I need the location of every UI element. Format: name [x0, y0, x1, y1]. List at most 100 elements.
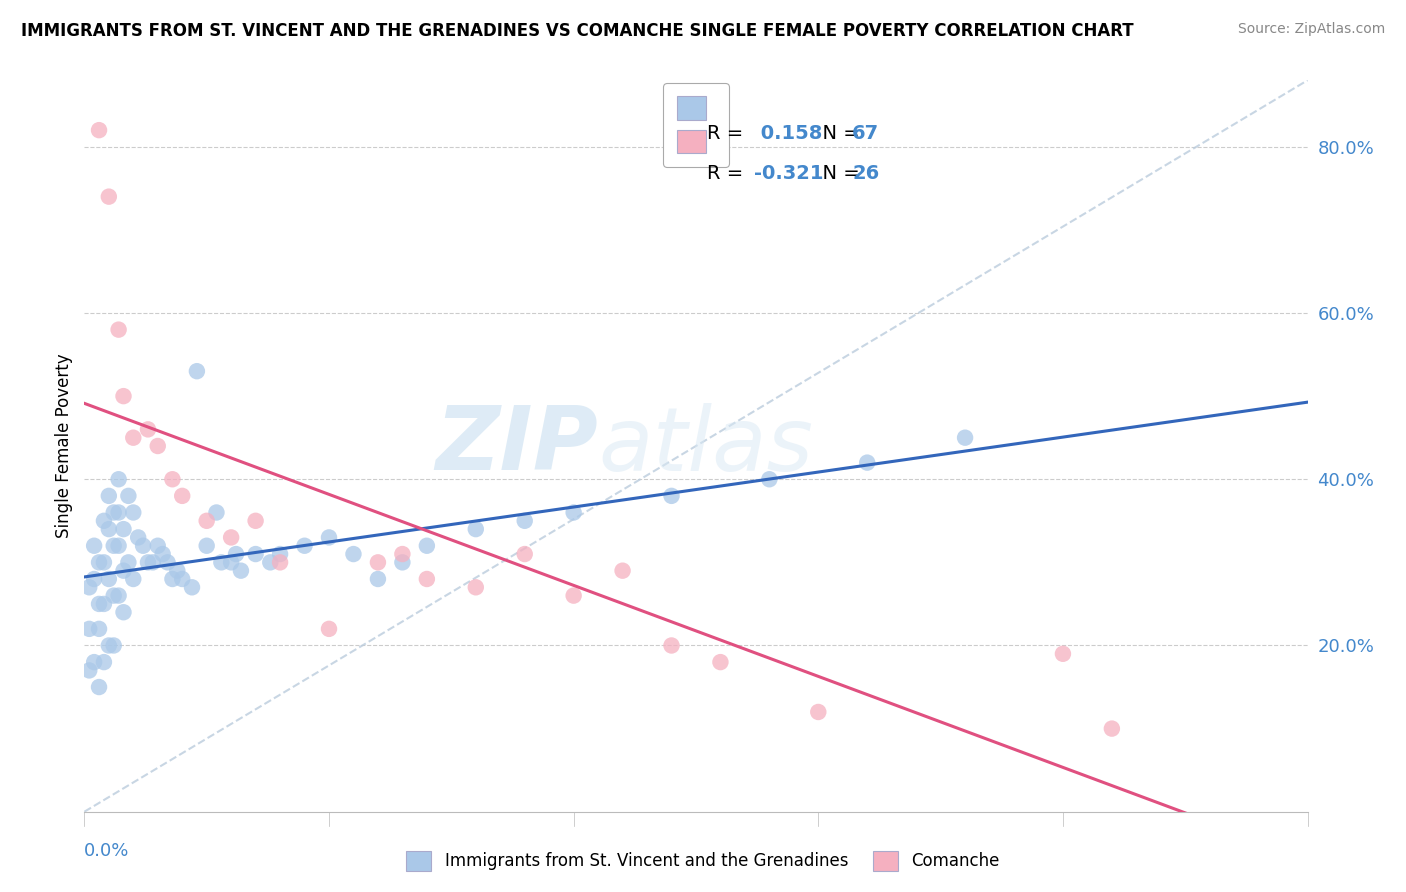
Point: [245, 547, 267, 561]
Point: [416, 572, 439, 586]
Point: [219, 530, 242, 544]
Point: [162, 572, 184, 586]
Point: [1101, 722, 1123, 736]
Point: [661, 639, 683, 653]
Text: N =: N =: [810, 164, 866, 183]
Point: [391, 547, 413, 561]
Point: [107, 539, 129, 553]
Text: 0.0%: 0.0%: [84, 842, 129, 860]
Point: [391, 555, 413, 569]
Point: [87, 123, 110, 137]
Point: [97, 189, 120, 203]
Point: [117, 555, 139, 569]
Point: [172, 572, 194, 586]
Point: [103, 506, 125, 520]
Point: [107, 589, 129, 603]
Point: [103, 589, 125, 603]
Point: [162, 472, 184, 486]
Point: [83, 572, 105, 586]
Point: [112, 522, 135, 536]
Text: Source: ZipAtlas.com: Source: ZipAtlas.com: [1237, 22, 1385, 37]
Point: [117, 489, 139, 503]
Point: [83, 539, 105, 553]
Point: [205, 506, 228, 520]
Point: [112, 389, 135, 403]
Point: [112, 605, 135, 619]
Point: [122, 431, 145, 445]
Point: [122, 572, 145, 586]
Point: [464, 580, 486, 594]
Point: [856, 456, 879, 470]
Point: [136, 555, 159, 569]
Y-axis label: Single Female Poverty: Single Female Poverty: [55, 354, 73, 538]
Point: [318, 622, 340, 636]
Point: [107, 472, 129, 486]
Point: [513, 514, 536, 528]
Point: [562, 506, 585, 520]
Point: [107, 323, 129, 337]
Point: [259, 555, 281, 569]
Text: atlas: atlas: [598, 403, 813, 489]
Point: [245, 514, 267, 528]
Text: 0.158: 0.158: [754, 124, 823, 143]
Text: ZIP: ZIP: [436, 402, 598, 490]
Point: [87, 597, 110, 611]
Point: [225, 547, 247, 561]
Text: N =: N =: [810, 124, 866, 143]
Point: [132, 539, 155, 553]
Point: [136, 422, 159, 436]
Point: [152, 547, 174, 561]
Point: [87, 555, 110, 569]
Point: [953, 431, 976, 445]
Text: R =: R =: [707, 164, 749, 183]
Point: [103, 539, 125, 553]
Point: [294, 539, 316, 553]
Point: [97, 522, 120, 536]
Point: [93, 597, 115, 611]
Point: [87, 622, 110, 636]
Point: [661, 489, 683, 503]
Point: [146, 539, 169, 553]
Point: [195, 539, 218, 553]
Point: [166, 564, 188, 578]
Point: [229, 564, 252, 578]
Point: [93, 514, 115, 528]
Point: [416, 539, 439, 553]
Point: [186, 364, 208, 378]
Point: [612, 564, 634, 578]
Point: [172, 489, 194, 503]
Point: [93, 555, 115, 569]
Text: IMMIGRANTS FROM ST. VINCENT AND THE GRENADINES VS COMANCHE SINGLE FEMALE POVERTY: IMMIGRANTS FROM ST. VINCENT AND THE GREN…: [21, 22, 1133, 40]
Point: [142, 555, 165, 569]
Point: [112, 564, 135, 578]
Point: [195, 514, 218, 528]
Point: [318, 530, 340, 544]
Point: [127, 530, 149, 544]
Point: [181, 580, 204, 594]
Point: [97, 572, 120, 586]
Point: [1052, 647, 1074, 661]
Point: [93, 655, 115, 669]
Point: [77, 622, 100, 636]
Point: [269, 547, 291, 561]
Point: [269, 555, 291, 569]
Point: [87, 680, 110, 694]
Point: [83, 655, 105, 669]
Text: -0.321: -0.321: [754, 164, 824, 183]
Point: [367, 572, 389, 586]
Point: [146, 439, 169, 453]
Point: [464, 522, 486, 536]
Point: [709, 655, 731, 669]
Point: [77, 664, 100, 678]
Point: [103, 639, 125, 653]
Point: [758, 472, 780, 486]
Point: [97, 639, 120, 653]
Text: 67: 67: [852, 124, 879, 143]
Point: [209, 555, 232, 569]
Point: [107, 506, 129, 520]
Point: [367, 555, 389, 569]
Point: [122, 506, 145, 520]
Point: [807, 705, 830, 719]
Text: R =: R =: [707, 124, 749, 143]
Point: [562, 589, 585, 603]
